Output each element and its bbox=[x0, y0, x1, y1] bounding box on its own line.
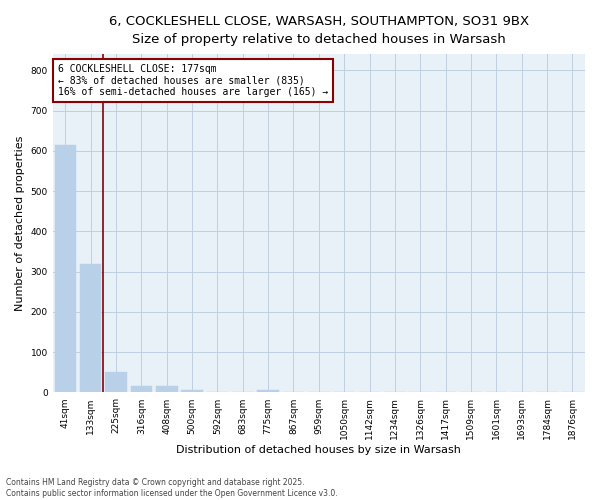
Text: 6 COCKLESHELL CLOSE: 177sqm
← 83% of detached houses are smaller (835)
16% of se: 6 COCKLESHELL CLOSE: 177sqm ← 83% of det… bbox=[58, 64, 328, 98]
Bar bbox=[105, 372, 127, 392]
Bar bbox=[80, 264, 101, 392]
Bar bbox=[257, 390, 279, 392]
Bar bbox=[55, 144, 76, 392]
Text: Contains HM Land Registry data © Crown copyright and database right 2025.
Contai: Contains HM Land Registry data © Crown c… bbox=[6, 478, 338, 498]
Bar bbox=[131, 386, 152, 392]
Title: 6, COCKLESHELL CLOSE, WARSASH, SOUTHAMPTON, SO31 9BX
Size of property relative t: 6, COCKLESHELL CLOSE, WARSASH, SOUTHAMPT… bbox=[109, 15, 529, 46]
Bar bbox=[156, 386, 178, 392]
X-axis label: Distribution of detached houses by size in Warsash: Distribution of detached houses by size … bbox=[176, 445, 461, 455]
Bar bbox=[181, 390, 203, 392]
Y-axis label: Number of detached properties: Number of detached properties bbox=[15, 136, 25, 311]
